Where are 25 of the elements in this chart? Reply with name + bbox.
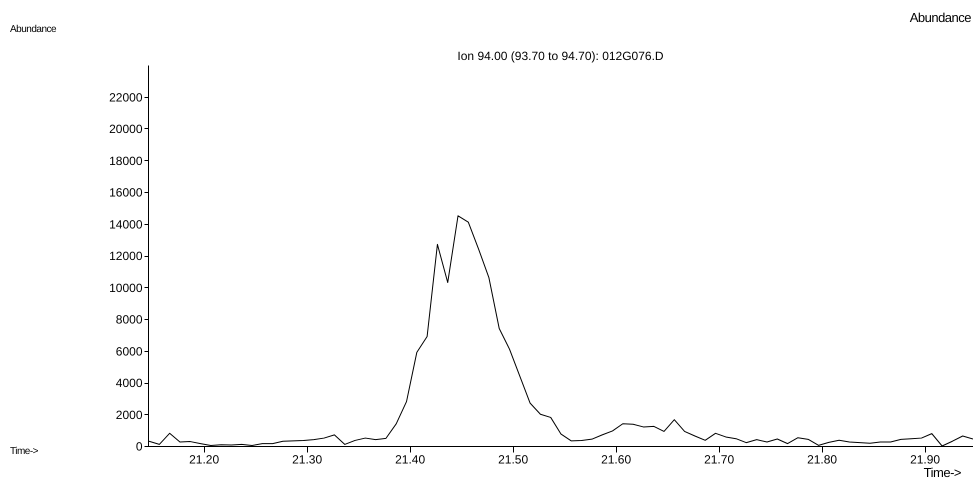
x-tick-label: 21.70 xyxy=(704,452,734,466)
text: Time-> xyxy=(10,446,38,457)
y-tick-label: 12000 xyxy=(109,249,143,263)
y-tick-label: 2000 xyxy=(116,408,143,422)
x-tick-label: 21.40 xyxy=(395,452,426,466)
x-tick-label: 21.80 xyxy=(807,452,838,466)
x-tick-label: 21.30 xyxy=(292,452,322,466)
y-tick-label: 0 xyxy=(136,440,143,454)
y-tick-label: 8000 xyxy=(116,312,143,326)
x-axis-title: Time-> xyxy=(924,465,961,480)
y-tick-label: 4000 xyxy=(116,376,143,390)
y-axis-title: Abundance xyxy=(910,10,971,25)
x-tick-label: 21.90 xyxy=(910,452,940,466)
text: Abundance xyxy=(10,24,56,35)
y-tick-label: 14000 xyxy=(109,217,143,232)
x-tick-label: 21.50 xyxy=(498,452,528,466)
x-tick-label: 21.20 xyxy=(189,452,220,466)
y-tick-label: 18000 xyxy=(109,154,143,168)
y-tick-label: 20000 xyxy=(109,122,143,136)
y-tick-label: 6000 xyxy=(116,344,143,358)
x-tick-label: 21.60 xyxy=(601,452,632,466)
y-tick-label: 16000 xyxy=(109,186,143,200)
y-tick-label: 10000 xyxy=(109,280,143,295)
chart-title: Ion 94.00 (93.70 to 94.70): 012G076.D xyxy=(457,49,664,63)
y-tick-label: 22000 xyxy=(109,90,143,104)
